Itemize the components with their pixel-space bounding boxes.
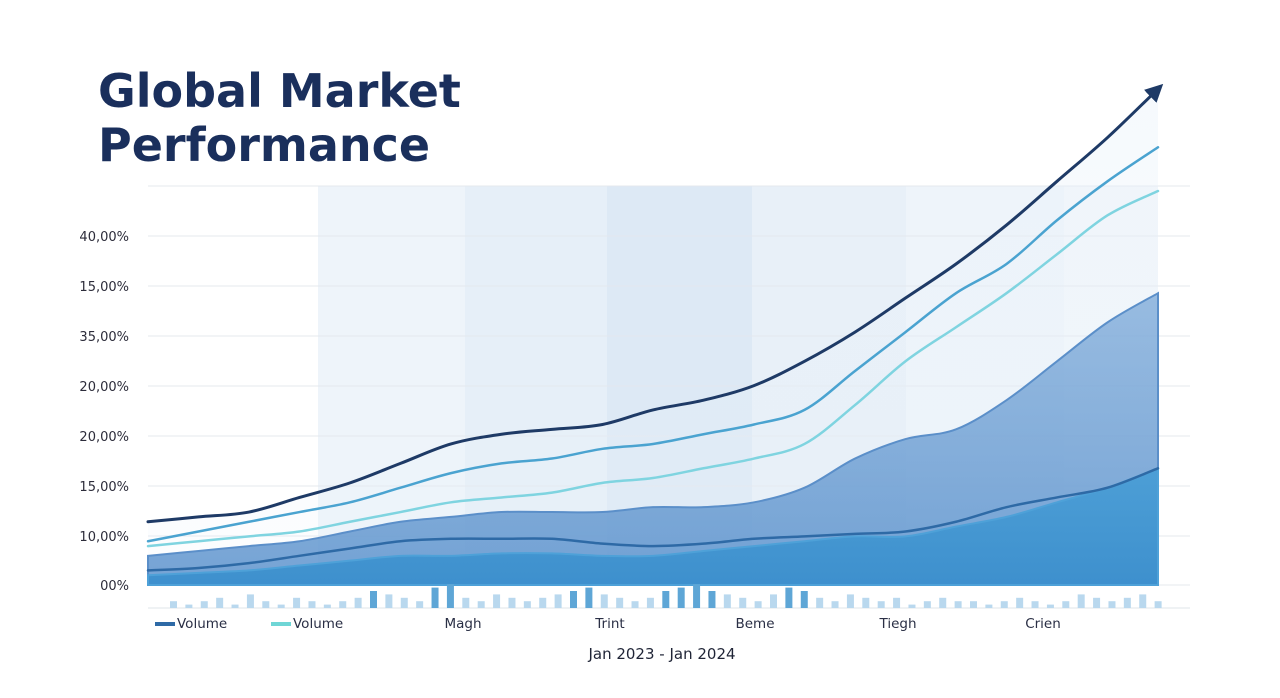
y-tick-label: 20,00%	[79, 430, 129, 445]
volume-bar	[477, 601, 485, 608]
y-tick-label: 15,00%	[79, 280, 129, 295]
volume-bar	[785, 587, 793, 608]
volume-bar	[308, 601, 316, 608]
volume-bar	[939, 597, 947, 608]
volume-bar	[1046, 604, 1054, 608]
volume-bar	[1000, 601, 1008, 608]
volume-bar	[600, 594, 608, 608]
area-area-upper	[147, 291, 1159, 586]
x-axis-labels: Magh Trint Beme Tiegh Crien	[444, 616, 1060, 632]
chart-title-line-2: Performance	[98, 118, 431, 172]
volume-bar	[231, 604, 239, 608]
series-line-line-c	[146, 189, 1160, 548]
volume-bar	[754, 601, 762, 608]
volume-bar	[523, 601, 531, 608]
volume-bar	[831, 601, 839, 608]
volume-bar	[1077, 594, 1085, 608]
volume-bar	[262, 601, 270, 608]
x-category-label: Tiegh	[878, 616, 916, 632]
volume-bar	[846, 594, 854, 608]
volume-bar	[585, 587, 593, 608]
volume-bar	[1062, 601, 1070, 608]
volume-bar	[493, 594, 501, 608]
volume-bar	[446, 584, 454, 608]
volume-bar	[816, 597, 824, 608]
volume-bar	[693, 584, 701, 608]
volume-bar	[1031, 601, 1039, 608]
volume-bar	[416, 601, 424, 608]
volume-bar	[1139, 594, 1147, 608]
y-axis-ticks: 40,00% 15,00% 35,00% 20,00% 20,00% 15,00% 10,0…	[79, 230, 129, 594]
volume-bar	[739, 597, 747, 608]
volume-bar	[277, 604, 285, 608]
series-line-line-b	[146, 146, 1160, 543]
volume-bar	[954, 601, 962, 608]
area-area-lower	[147, 466, 1159, 586]
legend-label-2: Volume	[293, 616, 343, 632]
chart-title: Global Market Performance	[98, 64, 461, 172]
volume-bar	[200, 601, 208, 608]
legend-label-1: Volume	[177, 616, 227, 632]
y-tick-label: 15,00%	[79, 480, 129, 495]
x-category-label: Crien	[1025, 616, 1061, 632]
line-series	[146, 83, 1164, 572]
volume-bar	[185, 604, 193, 608]
volume-bar	[1093, 597, 1101, 608]
volume-bar	[800, 591, 808, 608]
volume-bar	[508, 597, 516, 608]
volume-bar	[1123, 597, 1131, 608]
volume-bar	[723, 594, 731, 608]
volume-bar	[570, 591, 577, 608]
volume-bar	[323, 604, 331, 608]
volume-bar	[554, 594, 562, 608]
volume-bar	[293, 597, 301, 608]
x-category-label: Magh	[444, 616, 481, 632]
volume-bar	[970, 601, 977, 608]
legend-swatch-1	[155, 622, 175, 626]
volume-bar	[770, 594, 777, 608]
volume-bar	[877, 601, 885, 608]
volume-bar	[646, 597, 654, 608]
y-tick-label: 40,00%	[79, 230, 129, 245]
volume-bar	[631, 601, 639, 608]
legend: Volume Volume	[155, 616, 343, 632]
volume-bar	[908, 604, 916, 608]
volume-bars	[170, 584, 1162, 608]
y-tick-label: 00%	[100, 579, 129, 594]
volume-bar	[354, 597, 362, 608]
volume-bar	[400, 597, 408, 608]
volume-bar	[462, 597, 470, 608]
y-tick-label: 20,00%	[79, 380, 129, 395]
volume-bar	[339, 601, 347, 608]
x-category-label: Beme	[735, 616, 774, 632]
volume-bar	[1016, 597, 1024, 608]
y-tick-label: 10,00%	[79, 530, 129, 545]
volume-bar	[539, 597, 547, 608]
volume-bar	[1154, 601, 1162, 608]
legend-swatch-2	[271, 622, 291, 626]
volume-bar	[708, 591, 716, 608]
volume-bar	[923, 601, 931, 608]
volume-bar	[893, 597, 901, 608]
volume-bar	[1108, 601, 1116, 608]
volume-bar	[246, 594, 254, 608]
y-tick-label: 35,00%	[79, 330, 129, 345]
area-series	[147, 88, 1159, 586]
date-range-label: Jan 2023 - Jan 2024	[587, 645, 735, 663]
volume-bar	[677, 587, 685, 608]
volume-bar	[170, 601, 177, 608]
volume-bar	[370, 591, 377, 608]
volume-bar	[985, 604, 993, 608]
x-category-label: Trint	[594, 616, 624, 632]
series-line-top-trend	[146, 83, 1164, 524]
volume-bar	[862, 597, 870, 608]
volume-bar	[616, 597, 624, 608]
series-line-dark-band	[146, 467, 1160, 572]
volume-bar	[216, 597, 224, 608]
chart-title-line-1: Global Market	[98, 64, 461, 118]
volume-bar	[385, 594, 393, 608]
volume-bar	[662, 591, 670, 608]
volume-bar	[431, 587, 439, 608]
